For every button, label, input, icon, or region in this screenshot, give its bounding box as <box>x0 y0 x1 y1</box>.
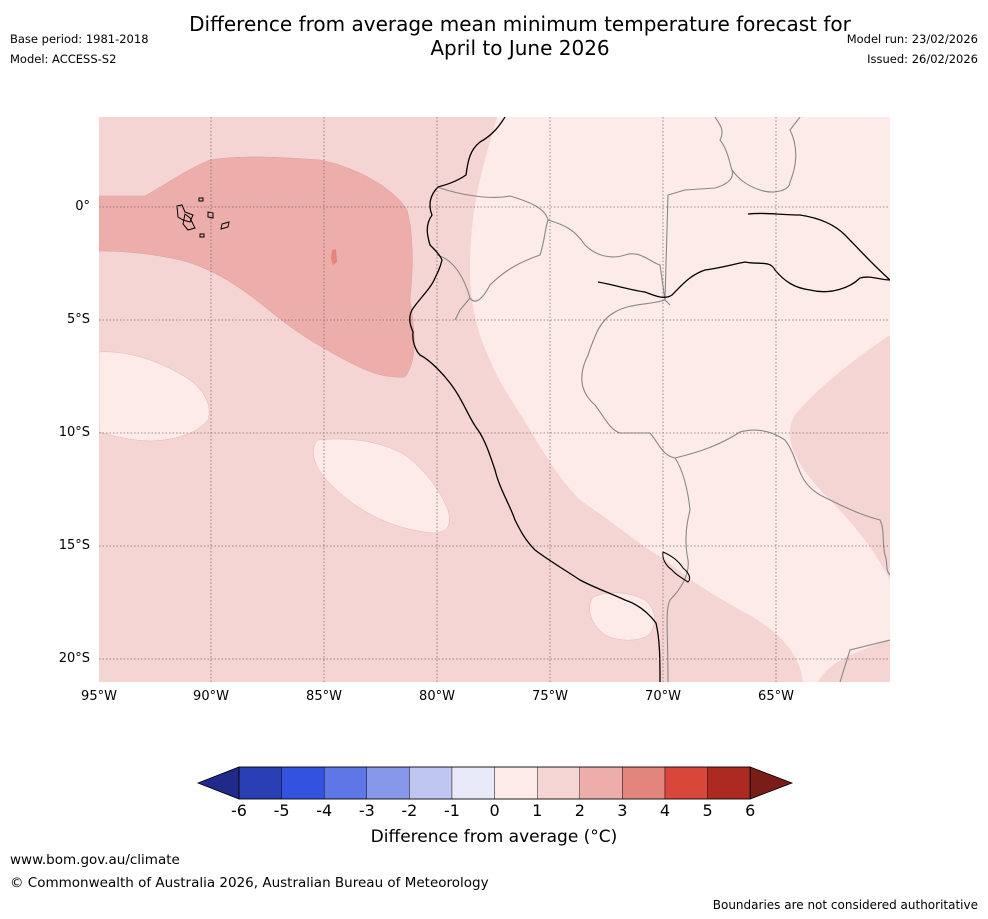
anomaly-patch-central <box>313 438 450 534</box>
title-line-2: April to June 2026 <box>430 36 610 60</box>
anomaly-region-0-to-1-east <box>470 117 890 682</box>
colorbar-tick: 3 <box>617 801 628 820</box>
colorbar-tick: -1 <box>444 801 460 820</box>
colorbar-tick: 5 <box>702 801 713 820</box>
colorbar-tick: 0 <box>489 801 500 820</box>
colorbar-swatch <box>281 766 325 800</box>
negro-river <box>747 212 890 281</box>
colorbar-swatch <box>579 766 623 800</box>
base-period: Base period: 1981-2018 <box>10 32 149 46</box>
colorbar-tick: 4 <box>659 801 671 820</box>
footer-copyright: © Commonwealth of Australia 2026, Austra… <box>10 875 489 891</box>
colorbar-swatch <box>366 766 410 800</box>
colorbar-swatch <box>707 766 751 800</box>
amazon-river <box>597 261 890 298</box>
lon-label-65w: 65°W <box>758 689 794 704</box>
colorbar-swatch <box>622 766 666 800</box>
colorbar-swatch <box>324 766 368 800</box>
colorbar-tick: -6 <box>231 801 247 820</box>
colorbar <box>196 766 794 800</box>
colorbar-tick: -4 <box>316 801 333 820</box>
lon-label-80w: 80°W <box>419 689 455 704</box>
colorbar-tick: 6 <box>745 801 756 820</box>
colorbar-outline <box>238 766 751 800</box>
model-run: Model run: 23/02/2026 <box>846 32 978 46</box>
colorbar-tick: 2 <box>574 801 585 820</box>
colorbar-swatch <box>494 766 538 800</box>
lat-label-20s: 20°S <box>58 651 90 666</box>
colorbar-swatch <box>238 766 282 800</box>
lat-label-5s: 5°S <box>66 312 90 327</box>
coastline <box>409 117 661 682</box>
small-anomaly-spot <box>331 249 337 265</box>
colorbar-tick: -3 <box>358 801 375 820</box>
title-line-1: Difference from average mean minimum tem… <box>189 12 851 36</box>
colorbar-swatch <box>537 766 581 800</box>
anomaly-patch-west <box>99 351 210 442</box>
lon-label-85w: 85°W <box>306 689 342 704</box>
anomaly-patch-south <box>589 592 655 641</box>
lat-label-0: 0° <box>75 199 90 214</box>
meta-left: Base period: 1981-2018 Model: ACCESS-S2 <box>10 29 149 69</box>
country-borders <box>436 117 890 682</box>
footer-url[interactable]: www.bom.gov.au/climate <box>10 852 180 868</box>
graticule <box>99 117 890 682</box>
issued-date: Issued: 26/02/2026 <box>867 52 978 66</box>
colorbar-tick: 1 <box>532 801 543 820</box>
lat-label-10s: 10°S <box>58 425 90 440</box>
colorbar-tick: -5 <box>273 801 290 820</box>
colorbar-tick: -2 <box>401 801 418 820</box>
colorbar-label: Difference from average (°C) <box>370 827 618 847</box>
lon-label-70w: 70°W <box>645 689 681 704</box>
footer-disclaimer: Boundaries are not considered authoritat… <box>712 898 978 912</box>
lon-label-75w: 75°W <box>532 689 568 704</box>
chart-title: Difference from average mean minimum tem… <box>100 12 940 60</box>
forecast-map <box>99 117 890 682</box>
colorbar-extend-low <box>196 766 240 800</box>
meta-right: Model run: 23/02/2026 Issued: 26/02/2026 <box>847 29 978 69</box>
colorbar-swatch <box>409 766 453 800</box>
colorbar-extend-high <box>749 766 794 800</box>
colorbar-swatch <box>664 766 708 800</box>
lon-label-90w: 90°W <box>193 689 229 704</box>
colorbar-swatch <box>451 766 495 800</box>
lat-label-15s: 15°S <box>58 538 90 553</box>
lon-label-95w: 95°W <box>81 689 117 704</box>
galapagos-islands <box>176 197 230 238</box>
model-name: Model: ACCESS-S2 <box>10 52 117 66</box>
lake-titicaca <box>662 551 691 583</box>
